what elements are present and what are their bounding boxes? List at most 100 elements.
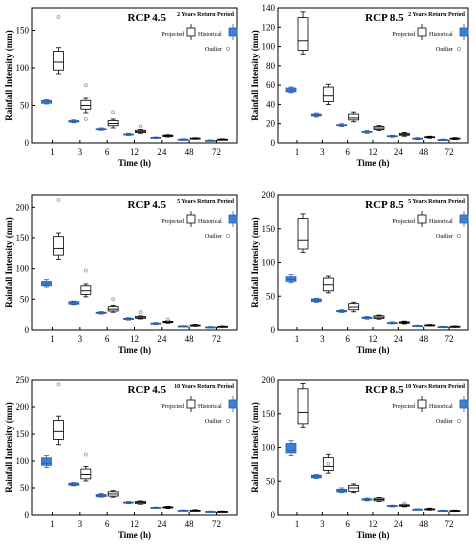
x-tick-label: 72 [445,334,454,344]
historical-box-group [95,127,107,131]
historical-box-group [361,316,373,320]
historical-box-group [41,279,52,288]
projected-box-group [189,509,201,512]
projected-box-group [189,324,201,327]
y-tick-label: 150 [16,233,30,243]
legend-projected-label: Projected [161,219,184,225]
legend-historical-label: Historical [198,32,222,38]
chart-title: RCP 8.5 [365,12,404,24]
legend-outlier-label: Outlier [205,419,222,425]
projected-box-group [424,507,436,511]
x-tick-label: 1 [295,334,300,344]
plot-frame [31,379,238,516]
projected-box-group [53,382,64,446]
x-axis-label: Time (h) [118,530,151,540]
historical-box-group [361,497,373,502]
y-tick-label: 80 [266,61,276,71]
x-tick-label: 3 [78,334,83,344]
projected-box-group [162,317,174,324]
projected-box-group [217,325,228,328]
projected-box [80,285,92,295]
y-tick-label: 100 [16,63,30,73]
legend-outlier-marker [456,233,461,238]
projected-outlier [83,268,88,273]
historical-box-group [177,138,189,141]
x-tick-label: 48 [185,519,195,529]
projected-box-group [398,501,410,508]
return-period-note: 5 Years Return Period [177,199,235,205]
chart-1: 0 50 100 150 1 3 6 12 24 48 72 Time (h) Rainfall Int… [4,7,238,168]
legend-historical-box [459,399,469,409]
historical-box-group [41,99,52,105]
projected-box-group [424,324,436,327]
legend-outlier-marker [456,418,461,423]
projected-box [53,51,64,71]
chart-title: RCP 8.5 [365,199,404,211]
legend-projected-box [186,27,196,37]
legend-projected-label: Projected [161,32,184,38]
x-axis-label: Time (h) [356,530,389,540]
projected-outlier [326,461,331,466]
x-axis-label: Time (h) [118,345,151,355]
return-period-note: 5 Years Return Period [408,199,466,205]
historical-box-group [386,134,398,138]
historical-box-group [123,501,134,505]
projected-box-group [217,138,228,141]
x-tick-label: 6 [105,147,110,157]
return-period-note: 2 Years Return Period [408,12,466,18]
x-tick-label: 12 [130,519,139,529]
projected-outlier [402,501,407,506]
x-tick-label: 12 [130,147,139,157]
historical-box-group [150,322,162,325]
legend-outlier-label: Outlier [436,419,453,425]
x-tick-label: 24 [394,147,404,157]
x-tick-label: 72 [445,519,454,529]
projected-outlier [165,317,170,322]
x-tick-label: 12 [369,334,378,344]
x-tick-label: 6 [105,519,110,529]
legend-projected-label: Projected [392,404,415,410]
projected-box-group [449,325,461,328]
return-period-note: 10 Years Return Period [405,384,466,390]
x-tick-label: 1 [50,519,55,529]
projected-box-group [348,301,360,313]
chart-title: RCP 4.5 [128,199,167,211]
y-tick-label: 150 [262,224,276,234]
legend-outlier-marker [225,418,230,423]
y-tick-label: 0 [271,510,276,520]
projected-box-group [449,137,461,141]
historical-box-group [310,474,322,479]
projected-box-group [53,15,64,75]
y-tick-label: 50 [20,294,30,304]
x-tick-label: 3 [78,519,83,529]
projected-outlier [83,452,88,457]
historical-box-group [412,137,424,141]
historical-box-group [310,297,322,303]
projected-outlier [111,110,116,115]
x-tick-label: 6 [345,147,350,157]
legend-outlier-label: Outlier [205,47,222,53]
y-axis-label: Rainfall Intensity (mm) [250,217,260,308]
return-period-note: 10 Years Return Period [174,384,235,390]
legend-historical-box [228,399,238,409]
y-axis-label: Rainfall Intensity (mm) [250,402,260,493]
chart-3: 0 50 100 150 200 1 3 6 12 24 48 72 Time (h) Rainfall … [4,194,238,355]
historical-box-group [95,311,107,315]
x-tick-label: 12 [369,147,378,157]
x-tick-label: 3 [320,519,325,529]
y-tick-label: 0 [271,138,276,148]
y-axis-label: Rainfall Intensity (mm) [4,402,14,493]
x-tick-label: 12 [369,519,378,529]
y-axis-label: Rainfall Intensity (mm) [250,30,260,121]
return-period-note: 2 Years Return Period [177,12,235,18]
y-tick-label: 100 [16,264,30,274]
x-tick-label: 3 [78,147,83,157]
y-tick-label: 100 [262,443,276,453]
projected-outlier [138,310,143,315]
plot-frame [277,194,469,331]
x-tick-label: 24 [157,334,167,344]
legend-projected-box [417,27,427,37]
projected-box [53,236,64,256]
x-axis-label: Time (h) [356,345,389,355]
projected-box-group [297,382,309,428]
